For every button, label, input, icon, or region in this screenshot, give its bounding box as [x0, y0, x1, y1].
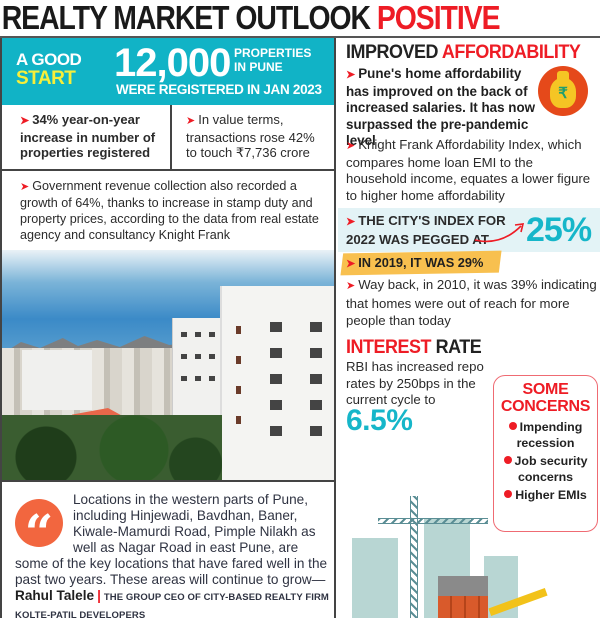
stat-yoy: ➤ 34% year-on-year increase in number of …	[2, 105, 172, 169]
concerns-title-line2: CONCERNS	[500, 398, 591, 415]
hero-big-number: 12,000	[114, 41, 231, 85]
bullet-icon	[504, 490, 513, 498]
affordability-point-2: ➤ Knight Frank Affordability Index, which…	[346, 137, 596, 204]
building-under-construction-top	[438, 576, 488, 596]
quote-separator: |	[97, 588, 101, 603]
arrow-icon: ➤	[20, 181, 30, 193]
headline: REALTY MARKET OUTLOOK POSITIVE	[0, 0, 516, 36]
index-2010: ➤ Way back, in 2010, it was 39% indicatin…	[346, 276, 598, 329]
left-column: A GOOD START 12,000 PROPERTIES IN PUNE W…	[0, 38, 336, 618]
crane-tower	[410, 496, 418, 618]
affordability-title-main: IMPROVED	[346, 41, 442, 63]
hero-banner: A GOOD START 12,000 PROPERTIES IN PUNE W…	[2, 38, 334, 105]
interest-title: INTEREST RATE	[346, 336, 482, 358]
affordability-title-accent: AFFORDABILITY	[441, 41, 581, 63]
affordability-point-1: ➤ Pune's home affordability has improved …	[346, 66, 546, 150]
quote-body: Locations in the western parts of Pune, …	[15, 492, 328, 587]
hero-label-line2: START	[16, 68, 76, 89]
index-band: ➤ THE CITY'S INDEX FOR 2022 WAS PEGGED AT…	[338, 208, 600, 252]
affordability-point-2-text: Knight Frank Affordability Index, which …	[346, 137, 591, 203]
stats-row: ➤ 34% year-on-year increase in number of …	[2, 105, 334, 171]
concern-item: Job security concerns	[494, 453, 597, 485]
interest-title-main: RATE	[431, 336, 482, 358]
construction-illustration	[338, 478, 600, 618]
building-under-construction	[438, 596, 488, 618]
arrow-icon: ➤	[346, 258, 356, 270]
interest-title-accent: INTEREST	[346, 336, 432, 358]
index-2019-text: IN 2019, IT WAS 29%	[358, 255, 484, 270]
crane-jib	[378, 518, 488, 524]
curved-arrow-icon	[474, 223, 525, 243]
concerns-list: Impending recession Job security concern…	[494, 419, 597, 503]
quote-text: Locations in the western parts of Pune, …	[15, 492, 333, 618]
interest-text: RBI has increased repo rates by 250bps i…	[346, 359, 484, 407]
index-2010-text: Way back, in 2010, it was 39% indicating…	[346, 277, 597, 328]
money-bag-icon: ₹	[538, 66, 588, 116]
trees	[2, 415, 222, 480]
city-skyline-photo	[2, 250, 334, 480]
arrow-icon: ➤	[346, 69, 356, 81]
index-line-2: 2022 WAS PEGGED AT	[346, 232, 489, 247]
bullet-icon	[508, 422, 517, 430]
bullet-icon	[503, 456, 512, 464]
headline-accent: POSITIVE	[376, 0, 501, 36]
hero-properties: PROPERTIES IN PUNE	[234, 46, 311, 74]
stat-yoy-text: 34% year-on-year increase in number of p…	[20, 112, 156, 160]
hero-props-line2: IN PUNE	[234, 60, 283, 74]
stat-value-text: In value terms, transactions rose 42% to…	[186, 112, 315, 160]
concerns-box: SOME CONCERNS Impending recession Job se…	[493, 375, 598, 532]
hero-label-line1: A GOOD	[16, 50, 82, 69]
hero-props-line1: PROPERTIES	[234, 46, 312, 60]
arrow-icon: ➤	[346, 280, 356, 292]
government-revenue: ➤ Government revenue collection also reco…	[2, 171, 334, 243]
index-value: 25%	[526, 211, 592, 249]
interest-value: 6.5%	[346, 404, 413, 437]
arrow-icon: ➤	[346, 216, 356, 228]
affordability-point-1-text: Pune's home affordability has improved o…	[346, 66, 536, 148]
quote-role: THE GROUP CEO OF CITY-BASED REALTY FIRM …	[15, 592, 329, 618]
government-revenue-text: Government revenue collection also recor…	[20, 179, 319, 242]
index-2019: ➤ IN 2019, IT WAS 29%	[346, 255, 483, 270]
hero-label: A GOOD START	[16, 50, 82, 89]
arrow-icon: ➤	[346, 140, 356, 152]
hero-registered: WERE REGISTERED IN JAN 2023	[116, 82, 322, 97]
quote-box: “ Locations in the western parts of Pune…	[2, 480, 334, 618]
bg-building	[352, 538, 398, 618]
stat-value: ➤ In value terms, transactions rose 42% t…	[172, 105, 334, 169]
affordability-title: IMPROVED AFFORDABILITY	[346, 41, 581, 63]
concern-item: Impending recession	[494, 419, 597, 451]
building-left	[22, 350, 92, 410]
arrow-icon: ➤	[20, 115, 30, 127]
arrow-icon: ➤	[186, 115, 196, 127]
index-text: ➤ THE CITY'S INDEX FOR 2022 WAS PEGGED AT	[346, 212, 506, 248]
index-line-1: THE CITY'S INDEX FOR	[358, 213, 506, 228]
quote-author: Rahul Talele	[15, 588, 95, 603]
building-tall	[220, 286, 334, 480]
rupee-icon: ₹	[558, 85, 568, 102]
headline-main: REALTY MARKET OUTLOOK	[1, 0, 377, 36]
quote-icon: “	[15, 499, 63, 562]
concern-item: Higher EMIs	[494, 487, 597, 503]
right-column: IMPROVED AFFORDABILITY ➤ Pune's home affo…	[338, 38, 600, 618]
top-rule	[0, 36, 600, 38]
concerns-title-line1: SOME	[522, 381, 569, 398]
